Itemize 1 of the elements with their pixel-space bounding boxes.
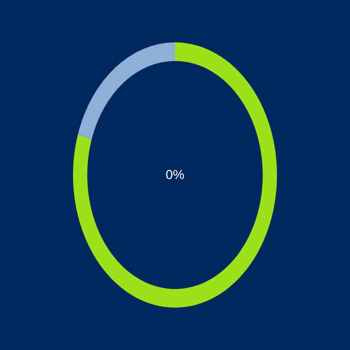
text: 0%: [166, 167, 185, 182]
